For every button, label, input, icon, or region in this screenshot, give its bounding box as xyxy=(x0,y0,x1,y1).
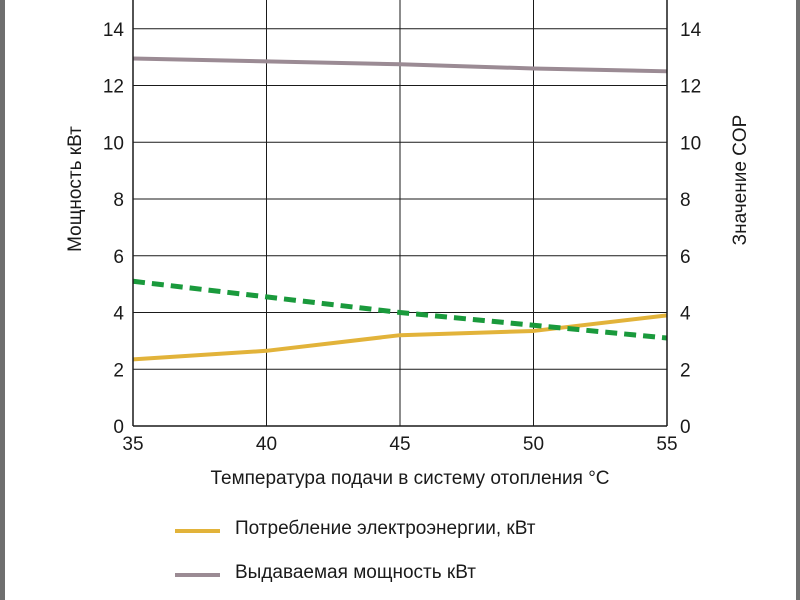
series-layer xyxy=(132,56,668,362)
x-tick-label: 35 xyxy=(122,434,143,455)
y-tick-label-left: 12 xyxy=(103,77,124,98)
y-tick-label-left: 14 xyxy=(103,20,125,41)
series-line-2 xyxy=(132,278,668,341)
y-tick-label-left: 4 xyxy=(113,304,124,325)
legend-label-consumption: Потребление электроэнергии, кВт xyxy=(235,518,536,539)
series-line-1 xyxy=(132,56,668,74)
y-tick-label-right: 14 xyxy=(680,20,702,41)
legend-item-output-power: Выдаваемая мощность кВт xyxy=(175,556,775,600)
legend-item-consumption: Потребление электроэнергии, кВт xyxy=(175,512,775,556)
y-axis-title-left: Мощность кВт xyxy=(65,126,86,252)
y-tick-label-right: 2 xyxy=(680,360,691,381)
x-tick-label: 50 xyxy=(523,434,544,455)
plot-frame-layer xyxy=(132,0,668,427)
y-tick-label-right: 8 xyxy=(680,190,691,211)
legend-label-output-power: Выдаваемая мощность кВт xyxy=(235,562,476,583)
frame-left-border xyxy=(0,0,5,600)
x-tick-label: 45 xyxy=(389,434,410,455)
series-line-0 xyxy=(132,313,668,362)
y-axis-title-right: Значение COP xyxy=(730,115,751,246)
tick-label-layer: 002244668810101212141416163540455055 xyxy=(103,20,702,455)
y-tick-label-left: 2 xyxy=(113,360,124,381)
x-axis-title: Температура подачи в систему отопления °… xyxy=(210,468,609,489)
legend-swatch-output-power xyxy=(175,573,220,577)
legend-swatch-consumption xyxy=(175,529,220,533)
y-tick-label-left: 0 xyxy=(113,417,124,438)
x-tick-label: 40 xyxy=(256,434,277,455)
y-tick-label-right: 12 xyxy=(680,77,701,98)
y-tick-label-left: 8 xyxy=(113,190,124,211)
y-tick-label-left: 6 xyxy=(113,247,124,268)
y-tick-label-right: 10 xyxy=(680,133,701,154)
y-tick-label-left: 10 xyxy=(103,133,124,154)
frame-right-border xyxy=(796,0,800,600)
y-tick-label-right: 4 xyxy=(680,304,691,325)
y-tick-label-right: 0 xyxy=(680,417,691,438)
x-tick-label: 55 xyxy=(656,434,677,455)
y-tick-label-right: 6 xyxy=(680,247,691,268)
legend: Потребление электроэнергии, кВт Выдаваем… xyxy=(175,512,775,600)
